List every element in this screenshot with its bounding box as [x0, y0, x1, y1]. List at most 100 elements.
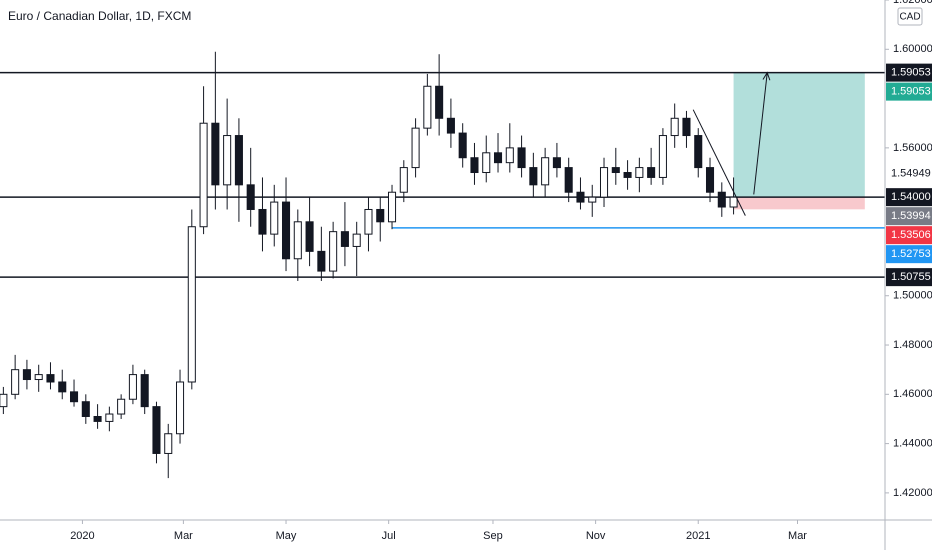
candle-body — [128, 374, 137, 400]
candle-body — [705, 167, 715, 193]
loss-zone — [733, 197, 865, 210]
candle-body — [164, 433, 173, 454]
y-tick-label: 1.42000 — [893, 487, 932, 499]
price-label: 1.59053 — [891, 86, 931, 98]
candle-body — [623, 172, 632, 178]
candle-body — [588, 196, 597, 203]
x-tick-label: Jul — [382, 530, 396, 542]
candle-body — [470, 157, 479, 174]
candle-body — [211, 122, 220, 186]
trendline — [692, 109, 746, 216]
arrow-head — [762, 71, 771, 81]
candle-body — [529, 167, 538, 186]
candle-body — [387, 191, 397, 223]
candle-body — [458, 132, 467, 159]
x-tick-label: Mar — [174, 530, 193, 542]
candle-body — [446, 117, 455, 134]
x-tick-label: Sep — [483, 530, 503, 542]
candle-body — [46, 374, 55, 383]
candle-body — [670, 117, 679, 137]
arrow — [753, 72, 768, 195]
candle-body — [223, 135, 232, 186]
x-tick-label: Mar — [788, 530, 807, 542]
candle-body — [69, 391, 79, 403]
candle-body — [564, 167, 573, 193]
candle-body — [0, 393, 8, 408]
candle-body — [599, 167, 609, 198]
candle-body — [58, 381, 67, 393]
candle-body — [175, 381, 185, 435]
candle-body — [482, 152, 491, 174]
chart-title: Euro / Canadian Dollar, 1D, FXCM — [8, 9, 191, 23]
candle-body — [541, 157, 550, 186]
x-tick-label: 2021 — [686, 530, 710, 542]
candle-body — [22, 369, 31, 381]
x-tick-label: Nov — [586, 530, 606, 542]
price-label: 1.54949 — [891, 168, 931, 180]
candle-body — [647, 167, 656, 178]
candle-body — [352, 233, 361, 247]
candle-body — [576, 191, 585, 203]
price-label: 1.50755 — [891, 271, 931, 283]
price-label: 1.53994 — [891, 210, 931, 222]
y-tick-label: 1.60000 — [893, 43, 932, 55]
candle-body — [34, 374, 43, 381]
y-tick-label: 1.56000 — [893, 142, 932, 154]
price-label-box — [886, 207, 932, 226]
price-label-box — [886, 245, 932, 264]
candle-body — [411, 127, 420, 169]
candle-body — [493, 152, 503, 164]
candle-body — [329, 231, 338, 272]
candle-body — [340, 231, 349, 247]
profit-zone — [733, 72, 865, 198]
candle-body — [399, 167, 408, 193]
y-tick-label: 1.46000 — [893, 388, 932, 400]
candle-body — [376, 208, 385, 223]
candle-body — [187, 226, 196, 383]
candle-body — [505, 147, 514, 164]
currency: CAD — [899, 12, 920, 23]
currency-box — [897, 7, 923, 26]
candle-body — [517, 147, 526, 169]
candle-body — [81, 401, 90, 417]
price-label: 1.53506 — [891, 229, 931, 241]
y-tick-label: 1.62000 — [893, 0, 932, 6]
price-label-box — [886, 82, 932, 101]
candle-body — [694, 135, 703, 169]
y-tick-label: 1.48000 — [893, 339, 932, 351]
price-label: 1.59053 — [891, 67, 931, 79]
candle-body — [117, 398, 126, 415]
candle-body — [11, 369, 20, 395]
x-tick-label: May — [276, 530, 297, 542]
candle-body — [552, 157, 561, 169]
candle-body — [658, 135, 667, 178]
x-tick-label: 2020 — [70, 530, 94, 542]
price-label-box — [886, 226, 932, 245]
candle-body — [682, 117, 691, 137]
price-label: 1.52753 — [891, 248, 931, 260]
candle-body — [199, 122, 208, 228]
candle-body — [281, 201, 291, 260]
y-tick-label: 1.44000 — [893, 438, 932, 450]
candle-body — [729, 196, 738, 208]
y-tick-label: 1.50000 — [893, 290, 932, 302]
plot-area — [0, 51, 885, 479]
candle-body — [270, 201, 279, 235]
candle-body — [105, 413, 114, 422]
price-label-box — [886, 63, 932, 82]
candle-body — [611, 167, 620, 174]
candle-body — [246, 184, 255, 210]
candle-body — [152, 406, 161, 454]
candle-body — [717, 191, 726, 208]
candle-body — [635, 167, 644, 178]
candle-body — [317, 250, 326, 272]
candle-body — [305, 221, 314, 252]
candle-body — [234, 135, 243, 186]
candle-body — [140, 374, 149, 408]
candle-body — [93, 415, 102, 422]
price-label: 1.54000 — [891, 191, 931, 203]
candle-body — [258, 208, 267, 235]
price-label-box — [886, 268, 932, 287]
candle-body — [423, 85, 432, 129]
